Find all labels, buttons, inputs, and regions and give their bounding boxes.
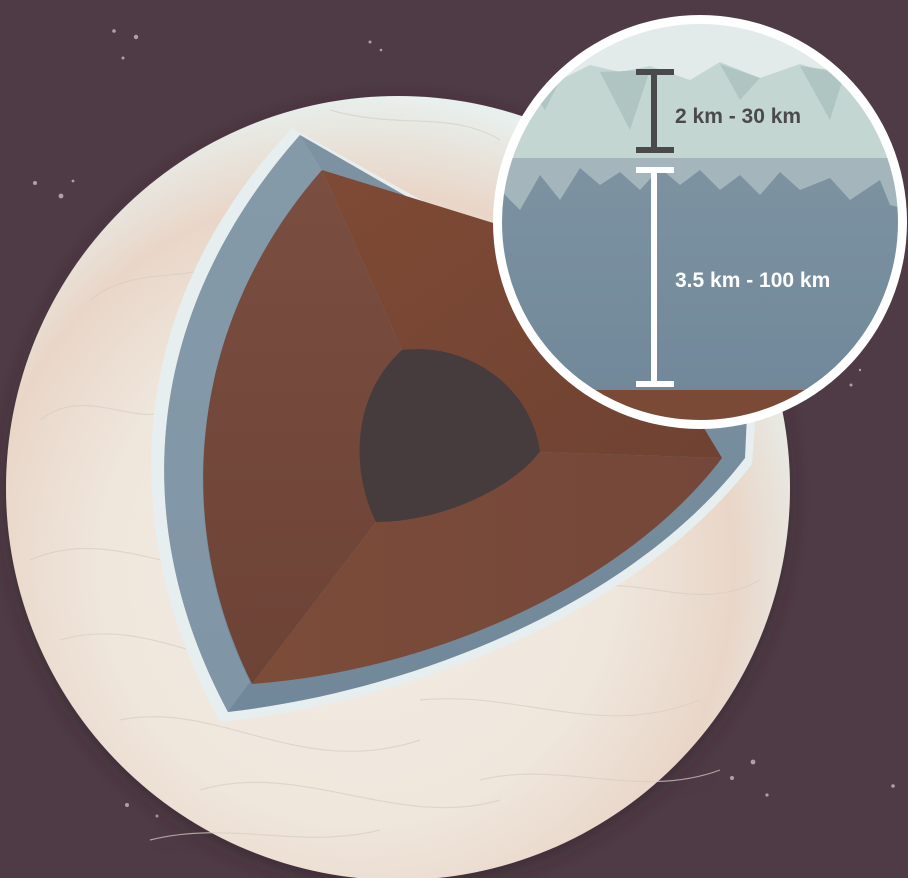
ice-thickness-label: 2 km - 30 km: [675, 105, 801, 128]
ocean-thickness-marker: [636, 167, 674, 387]
metallic-core: [359, 348, 540, 522]
ocean-thickness-label: 3.5 km - 100 km: [675, 269, 830, 292]
ice-thickness-marker: [636, 69, 674, 153]
inset-zoom-view: [493, 15, 907, 429]
